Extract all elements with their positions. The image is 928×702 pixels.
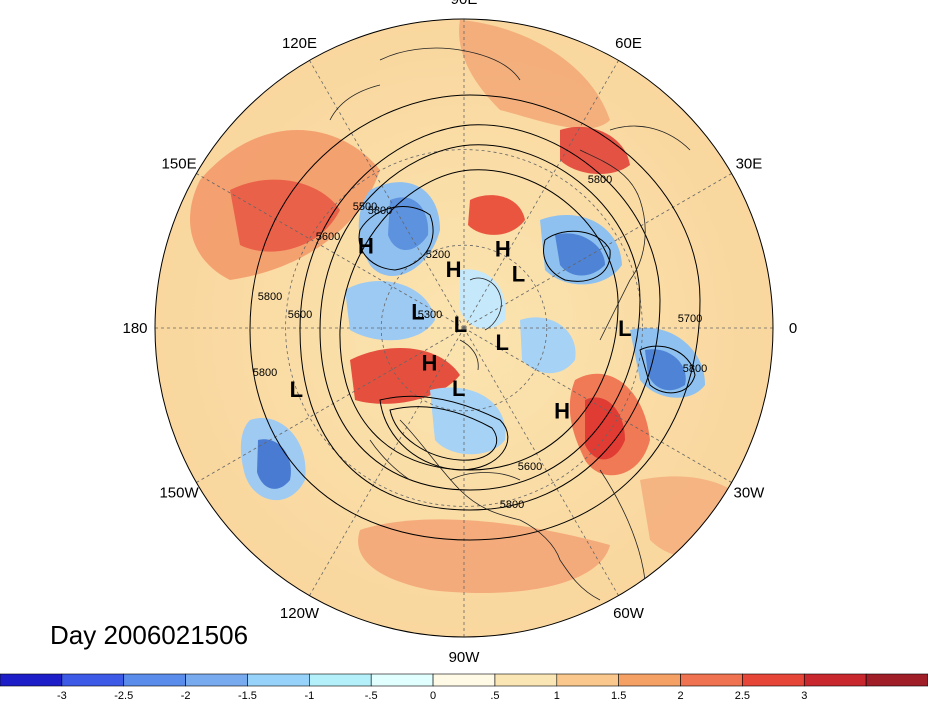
low-pressure-marker: L [496,330,509,355]
colorbar-tick-label: -.5 [365,690,378,702]
low-pressure-marker: L [290,377,303,402]
high-pressure-marker: H [446,257,462,282]
longitude-label: 60E [615,35,642,52]
high-pressure-marker: H [495,236,511,261]
colorbar-tick-label: -1.5 [238,690,257,702]
colorbar-tick-label: -2.5 [114,690,133,702]
longitude-label: 90E [451,0,478,8]
contour-label: 5800 [368,205,392,217]
longitude-labels: 90E 60E 30E 0 30W 60W 90W 120W 150W 180 150E 120E [122,0,797,666]
colorbar-tick-label: 2 [677,690,683,702]
contour-label: 5800 [500,499,524,511]
contour-label: 5300 [418,309,442,321]
colorbar-swatch [309,673,372,687]
low-pressure-marker: L [411,299,424,324]
colorbar-tick-label: .5 [490,690,499,702]
contour-label: 5600 [518,461,542,473]
low-pressure-marker: L [618,316,631,341]
longitude-label: 150W [159,485,199,502]
colorbar-swatch [247,673,310,687]
colorbar-tick-label: 1 [554,690,560,702]
high-pressure-marker: H [554,398,570,423]
colorbar: -3 -2.5 -2 -1.5 -1 -.5 0 .5 1 1.5 2 2.5 3 [0,673,928,702]
height-contours [249,94,701,541]
low-pressure-marker: L [454,312,467,337]
contour-labels: 5200 5300 5500 5600 5600 5600 5700 5800 5800 5800… [253,174,707,511]
longitude-label: 60W [613,605,645,622]
longitude-label: 30W [734,485,766,502]
longitude-label: 90W [449,649,481,666]
colorbar-swatch [865,673,928,687]
low-pressure-marker: L [452,376,465,401]
colorbar-tick-label: 1.5 [611,690,626,702]
longitude-label: 150E [162,156,197,173]
contour-label: 5500 [353,201,377,213]
colorbar-tick-label: 0 [430,690,436,702]
contour-label: 5800 [258,291,282,303]
colorbar-swatch [803,673,867,687]
colorbar-swatch [123,673,186,687]
colorbar-swatch [370,673,434,687]
colorbar-swatch [185,673,248,687]
colorbar-swatch [556,673,619,687]
contour-label: 5800 [253,367,277,379]
colorbar-tick-label: 2.5 [735,690,750,702]
colorbar-swatch [432,673,496,687]
longitude-label: 0 [789,320,797,337]
latitude-circle [380,244,548,412]
colorbar-swatch [494,673,558,687]
coastlines [329,47,721,601]
map-boundary [154,18,774,638]
latitude-circle [285,149,643,507]
colorbar-swatch [680,673,743,687]
high-pressure-marker: H [358,234,374,259]
graticule [155,19,773,637]
colorbar-swatch [0,673,63,687]
contour-label: 5200 [426,249,450,261]
high-pressure-marker: H [421,351,437,376]
colorbar-tick-label: -3 [57,690,67,702]
longitude-label: 30E [736,156,763,173]
colorbar-tick-label: -2 [181,690,191,702]
colorbar-swatch [61,673,125,687]
colorbar-swatch [618,673,681,687]
day-title: Day 2006021506 [50,620,249,650]
contour-label: 5600 [288,309,312,321]
contour-label: 5800 [588,174,612,186]
longitude-label: 120W [280,605,320,622]
contour-label: 5700 [678,313,702,325]
colorbar-swatch [742,673,805,687]
low-pressure-marker: L [512,262,525,287]
longitude-label: 120E [282,35,317,52]
longitude-label: 180 [122,320,147,337]
colorbar-tick-label: 3 [801,690,807,702]
contour-label: 5800 [683,363,707,375]
contour-label: 5600 [316,231,340,243]
colorbar-tick-label: -1 [304,690,314,702]
